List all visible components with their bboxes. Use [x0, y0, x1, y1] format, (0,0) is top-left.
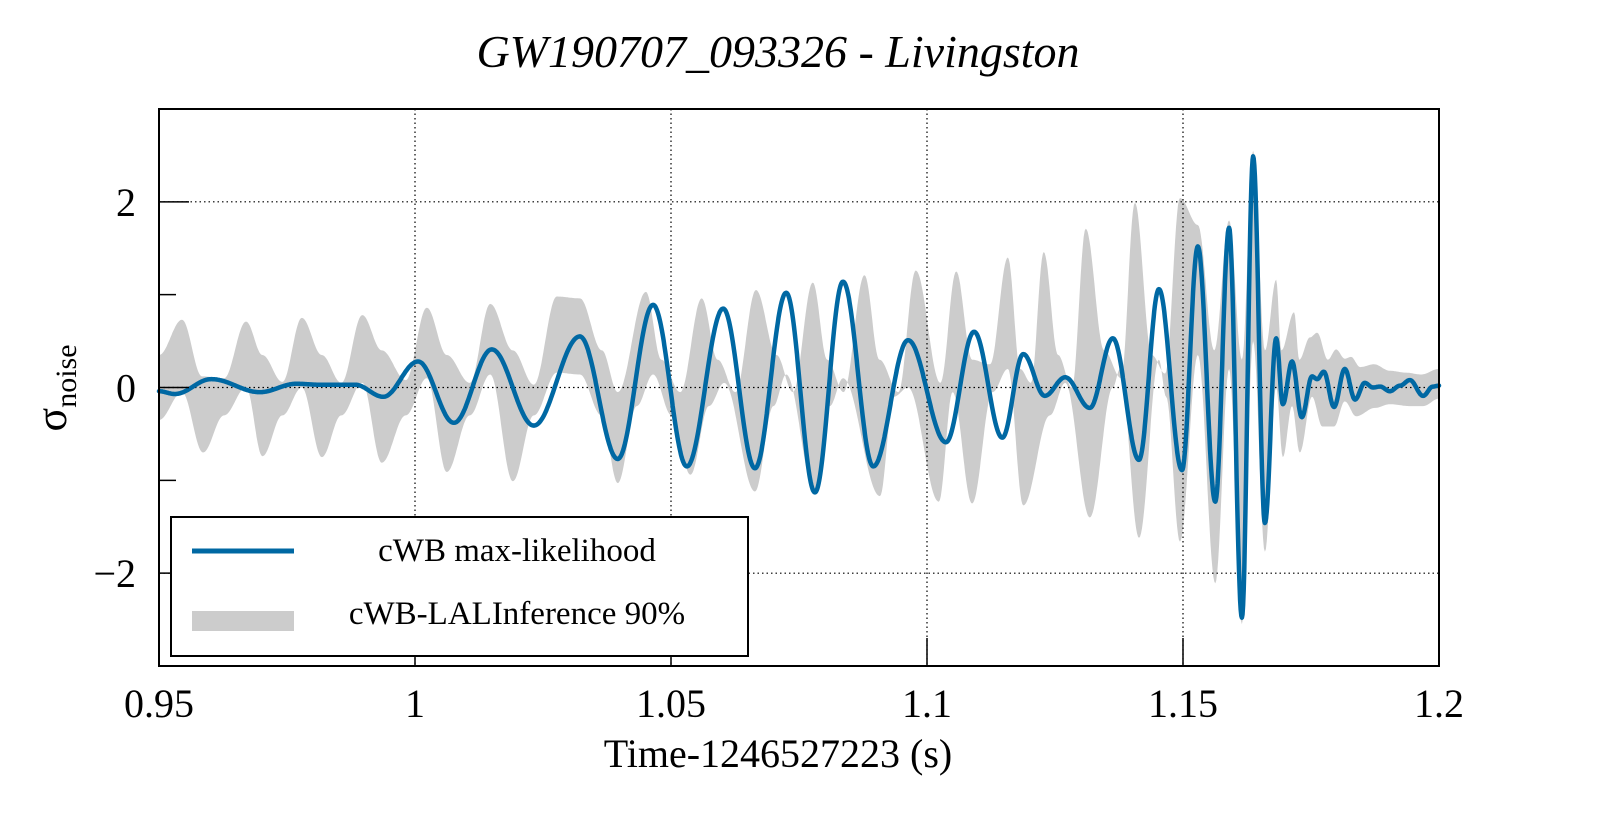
x-tick-label: 1.1 — [902, 681, 952, 726]
line-layer — [156, 154, 1442, 620]
chart-title: GW190707_093326 - Livingston — [476, 26, 1079, 77]
x-tick-label: 1 — [405, 681, 425, 726]
x-axis-label: Time-1246527223 (s) — [604, 731, 953, 776]
y-tick-label: 2 — [116, 180, 136, 225]
x-tick-label: 1.15 — [1148, 681, 1218, 726]
legend-label-max-likelihood: cWB max-likelihood — [378, 533, 656, 569]
y-axis-label-subscript: noise — [50, 344, 83, 407]
legend-label-lalinference-90: cWB-LALInference 90% — [349, 596, 685, 632]
y-tick-label: 0 — [116, 366, 136, 411]
x-tick-label: 0.95 — [124, 681, 194, 726]
x-tick-label: 1.05 — [636, 681, 706, 726]
y-tick-label: −2 — [93, 551, 136, 596]
legend-box — [170, 516, 749, 657]
legend: cWB max-likelihood cWB-LALInference 90% — [170, 516, 749, 657]
y-axis-label: σnoise — [27, 344, 83, 431]
svg-text:σnoise: σnoise — [27, 344, 83, 431]
x-tick-label: 1.2 — [1414, 681, 1464, 726]
legend-band-swatch — [192, 611, 294, 631]
y-axis-label-symbol: σ — [27, 408, 76, 432]
max-likelihood-line — [156, 154, 1442, 620]
